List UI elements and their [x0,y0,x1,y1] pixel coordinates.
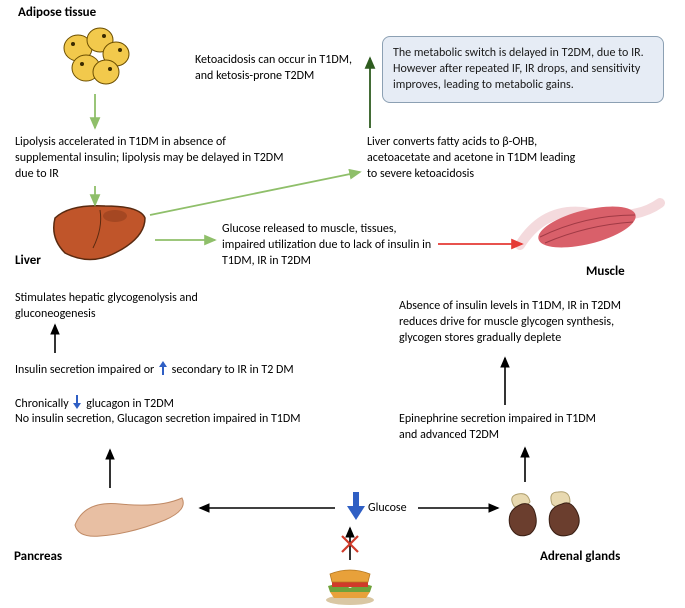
adrenal-icon [500,482,590,547]
text-insulin-part2: secondary to IR in T2 DM [172,363,294,377]
text-chronically-part1: Chronically [15,397,69,411]
heading-adrenal: Adrenal glands [540,548,620,566]
glucose-down-arrow-icon [345,490,367,527]
adipose-icon [56,24,136,99]
text-chronically: Chronically glucagon in T2DM [15,394,325,412]
text-insulin-secretion: Insulin secretion impaired or secondary … [15,360,325,378]
text-insulin-part1: Insulin secretion impaired or [15,363,154,377]
heading-liver: Liver [15,252,41,270]
text-epinephrine: Epinephrine secretion impaired in T1DM a… [399,411,609,443]
text-glucose: Glucose [368,500,407,516]
text-no-insulin: No insulin secretion, Glucagon secretion… [15,411,315,427]
text-stimulates: Stimulates hepatic glycogenolysis and gl… [15,290,255,322]
text-glucose-released: Glucose released to muscle, tissues, imp… [222,221,432,270]
text-chronically-part2: glucagon in T2DM [86,397,174,411]
pancreas-icon [70,490,190,550]
up-arrow-icon [157,360,169,376]
text-lipolysis: Lipolysis accelerated in T1DM in absence… [15,134,285,183]
heading-adipose: Adipose tissue [18,4,96,22]
heading-muscle: Muscle [586,263,625,281]
heading-pancreas: Pancreas [14,548,62,566]
callout-metabolic-switch: The metabolic switch is delayed in T2DM,… [382,36,664,103]
food-icon [320,562,380,608]
down-arrow-icon [71,394,83,410]
text-ketoacidosis: Ketoacidosis can occur in T1DM, and keto… [195,52,355,84]
muscle-icon [515,195,665,265]
liver-icon [45,198,155,273]
text-liver-converts: Liver converts fatty acids to β-OHB, ace… [367,134,587,183]
text-absence-insulin: Absence of insulin levels in T1DM, IR in… [399,298,649,347]
